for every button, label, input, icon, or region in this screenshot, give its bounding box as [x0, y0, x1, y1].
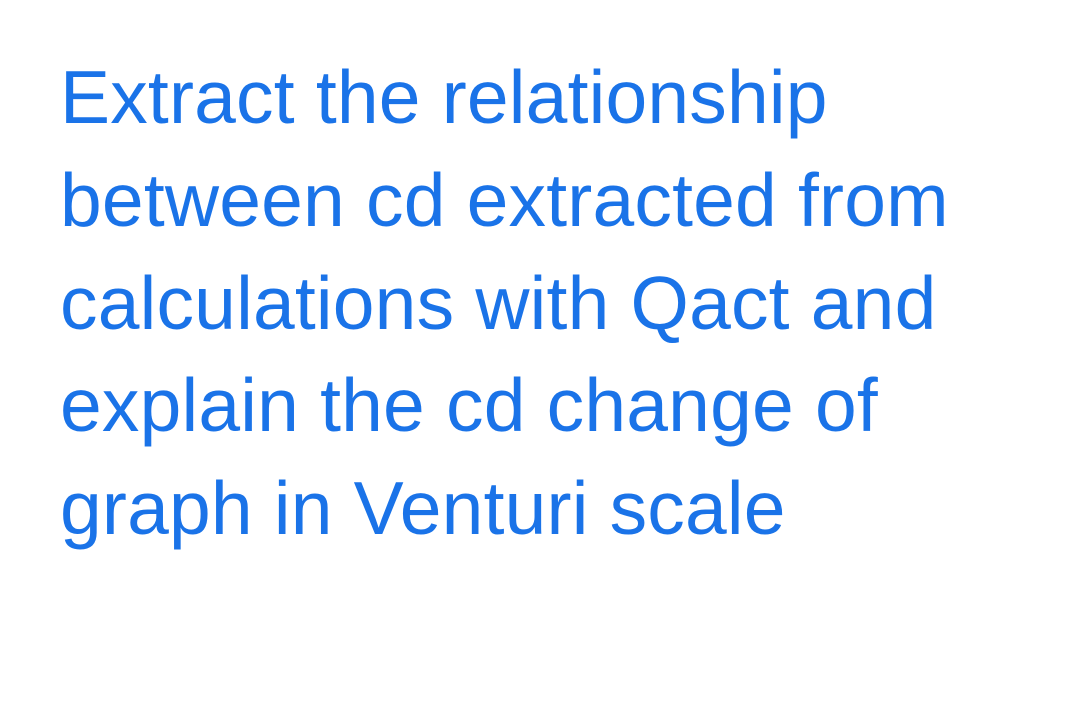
body-text: Extract the relationship between cd extr…: [60, 46, 1020, 560]
page-container: Extract the relationship between cd extr…: [0, 0, 1080, 721]
